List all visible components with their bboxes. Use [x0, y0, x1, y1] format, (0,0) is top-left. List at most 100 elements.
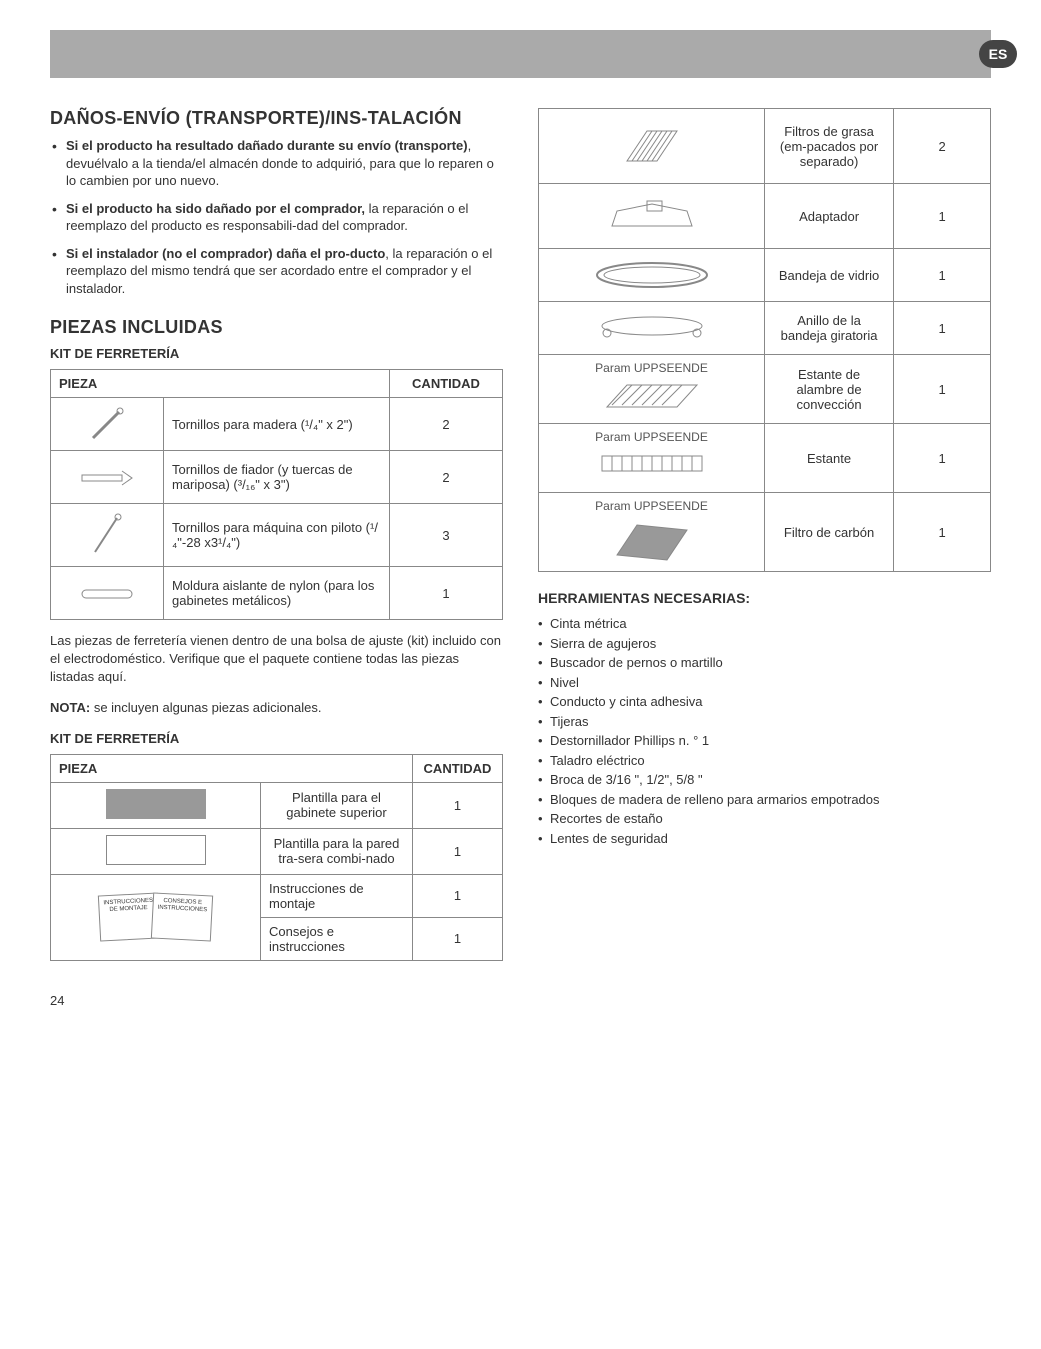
- part-icon-cell: [51, 451, 164, 504]
- part-qty: 1: [413, 874, 503, 917]
- kit-label-2: KIT DE FERRETERÍA: [50, 731, 503, 746]
- bullet-bold: Si el producto ha resultado dañado duran…: [66, 138, 468, 153]
- table-row: INSTRUCCIONES DE MONTAJE CONSEJOS E INST…: [51, 874, 503, 917]
- table-row: Bandeja de vidrio 1: [539, 249, 991, 302]
- part-icon-cell: [539, 109, 765, 184]
- part-icon-cell: [51, 782, 261, 828]
- part-qty: 3: [390, 504, 503, 567]
- booklet-icon: CONSEJOS E INSTRUCCIONES: [151, 893, 213, 942]
- part-icon-cell: [51, 828, 261, 874]
- table-row: Plantilla para la pared tra-sera combi-n…: [51, 828, 503, 874]
- part-qty: 1: [413, 828, 503, 874]
- table-row: Param UPPSEENDE Estante de alambre de co…: [539, 355, 991, 424]
- tool-item: Buscador de pernos o martillo: [538, 653, 991, 673]
- template-outline-icon: [106, 835, 206, 865]
- part-icon-cell: Param UPPSEENDE: [539, 355, 765, 424]
- kit-label: KIT DE FERRETERÍA: [50, 346, 503, 361]
- tool-item: Cinta métrica: [538, 614, 991, 634]
- part-desc: Consejos e instrucciones: [261, 917, 413, 960]
- part-desc: Instrucciones de montaje: [261, 874, 413, 917]
- tool-item: Tijeras: [538, 712, 991, 732]
- hardware-table-1: PIEZA CANTIDAD Tornillos para madera (¹/…: [50, 369, 503, 620]
- table-row: Moldura aislante de nylon (para los gabi…: [51, 567, 503, 620]
- part-icon-cell: Param UPPSEENDE: [539, 424, 765, 493]
- bullet-item: Si el producto ha resultado dañado duran…: [50, 137, 503, 190]
- param-label: Param UPPSEENDE: [547, 430, 756, 444]
- bullet-bold: Si el instalador (no el comprador) daña …: [66, 246, 385, 261]
- tool-item: Destornillador Phillips n. ° 1: [538, 731, 991, 751]
- left-column: DAÑOS-ENVÍO (TRANSPORTE)/INS-TALACIÓN Si…: [50, 108, 503, 973]
- table-row: Plantilla para el gabinete superior 1: [51, 782, 503, 828]
- section-title-parts: PIEZAS INCLUIDAS: [50, 317, 503, 338]
- part-desc: Filtro de carbón: [765, 493, 894, 572]
- glass-tray-icon: [592, 255, 712, 295]
- part-qty: 1: [413, 917, 503, 960]
- part-icon-cell: [539, 184, 765, 249]
- tool-item: Sierra de agujeros: [538, 634, 991, 654]
- shelf-rack-icon: [592, 446, 712, 486]
- header-bar: ES: [50, 30, 991, 78]
- part-qty: 1: [894, 424, 991, 493]
- note-text: se incluyen algunas piezas adicionales.: [90, 700, 321, 715]
- bullet-item: Si el instalador (no el comprador) daña …: [50, 245, 503, 298]
- part-icon-cell: [539, 302, 765, 355]
- damage-bullets: Si el producto ha resultado dañado duran…: [50, 137, 503, 297]
- part-qty: 1: [390, 567, 503, 620]
- tool-item: Broca de 3/16 ", 1/2", 5/8 ": [538, 770, 991, 790]
- part-desc: Plantilla para la pared tra-sera combi-n…: [261, 828, 413, 874]
- accessory-table: Filtros de grasa (em-pacados por separad…: [538, 108, 991, 572]
- part-icon-cell: [51, 567, 164, 620]
- part-qty: 2: [390, 451, 503, 504]
- wire-rack-icon: [597, 377, 707, 417]
- part-icon-cell: [51, 504, 164, 567]
- part-icon-cell: Param UPPSEENDE: [539, 493, 765, 572]
- machine-screw-icon: [87, 510, 127, 560]
- table-row: Tornillos de fiador (y tuercas de maripo…: [51, 451, 503, 504]
- content-columns: DAÑOS-ENVÍO (TRANSPORTE)/INS-TALACIÓN Si…: [50, 108, 991, 973]
- grease-filter-icon: [617, 121, 687, 171]
- tool-item: Conducto y cinta adhesiva: [538, 692, 991, 712]
- note-label: NOTA:: [50, 700, 90, 715]
- part-desc: Bandeja de vidrio: [765, 249, 894, 302]
- tool-item: Nivel: [538, 673, 991, 693]
- table-row: Filtros de grasa (em-pacados por separad…: [539, 109, 991, 184]
- part-qty: 1: [894, 355, 991, 424]
- th-piece: PIEZA: [51, 370, 390, 398]
- adapter-icon: [602, 196, 702, 236]
- part-icon-cell: [51, 398, 164, 451]
- part-desc: Estante de alambre de convección: [765, 355, 894, 424]
- table-row: Anillo de la bandeja giratoria 1: [539, 302, 991, 355]
- bullet-item: Si el producto ha sido dañado por el com…: [50, 200, 503, 235]
- part-desc: Tornillos para máquina con piloto (¹/₄"-…: [164, 504, 390, 567]
- part-icon-cell: INSTRUCCIONES DE MONTAJE CONSEJOS E INST…: [51, 874, 261, 960]
- part-desc: Adaptador: [765, 184, 894, 249]
- carbon-filter-icon: [607, 515, 697, 565]
- param-label: Param UPPSEENDE: [547, 499, 756, 513]
- turntable-ring-icon: [592, 308, 712, 348]
- note-line: NOTA: se incluyen algunas piezas adicion…: [50, 699, 503, 717]
- table-row: Tornillos para máquina con piloto (¹/₄"-…: [51, 504, 503, 567]
- toggle-bolt-icon: [77, 457, 137, 497]
- page-number: 24: [50, 993, 991, 1008]
- table-row: Adaptador 1: [539, 184, 991, 249]
- tools-title: HERRAMIENTAS NECESARIAS:: [538, 590, 991, 606]
- part-qty: 1: [894, 249, 991, 302]
- table-row: Param UPPSEENDE Filtro de carbón 1: [539, 493, 991, 572]
- section-title-damage: DAÑOS-ENVÍO (TRANSPORTE)/INS-TALACIÓN: [50, 108, 503, 129]
- part-qty: 1: [894, 493, 991, 572]
- part-desc: Tornillos de fiador (y tuercas de maripo…: [164, 451, 390, 504]
- language-badge: ES: [979, 40, 1017, 68]
- bullet-bold: Si el producto ha sido dañado por el com…: [66, 201, 365, 216]
- part-desc: Plantilla para el gabinete superior: [261, 782, 413, 828]
- th-qty: CANTIDAD: [390, 370, 503, 398]
- tool-item: Recortes de estaño: [538, 809, 991, 829]
- tools-list: Cinta métrica Sierra de agujeros Buscado…: [538, 614, 991, 848]
- part-qty: 2: [390, 398, 503, 451]
- th-qty: CANTIDAD: [413, 754, 503, 782]
- part-desc: Moldura aislante de nylon (para los gabi…: [164, 567, 390, 620]
- bushing-icon: [77, 573, 137, 613]
- part-desc: Filtros de grasa (em-pacados por separad…: [765, 109, 894, 184]
- tool-item: Bloques de madera de relleno para armari…: [538, 790, 991, 810]
- part-qty: 2: [894, 109, 991, 184]
- part-qty: 1: [894, 184, 991, 249]
